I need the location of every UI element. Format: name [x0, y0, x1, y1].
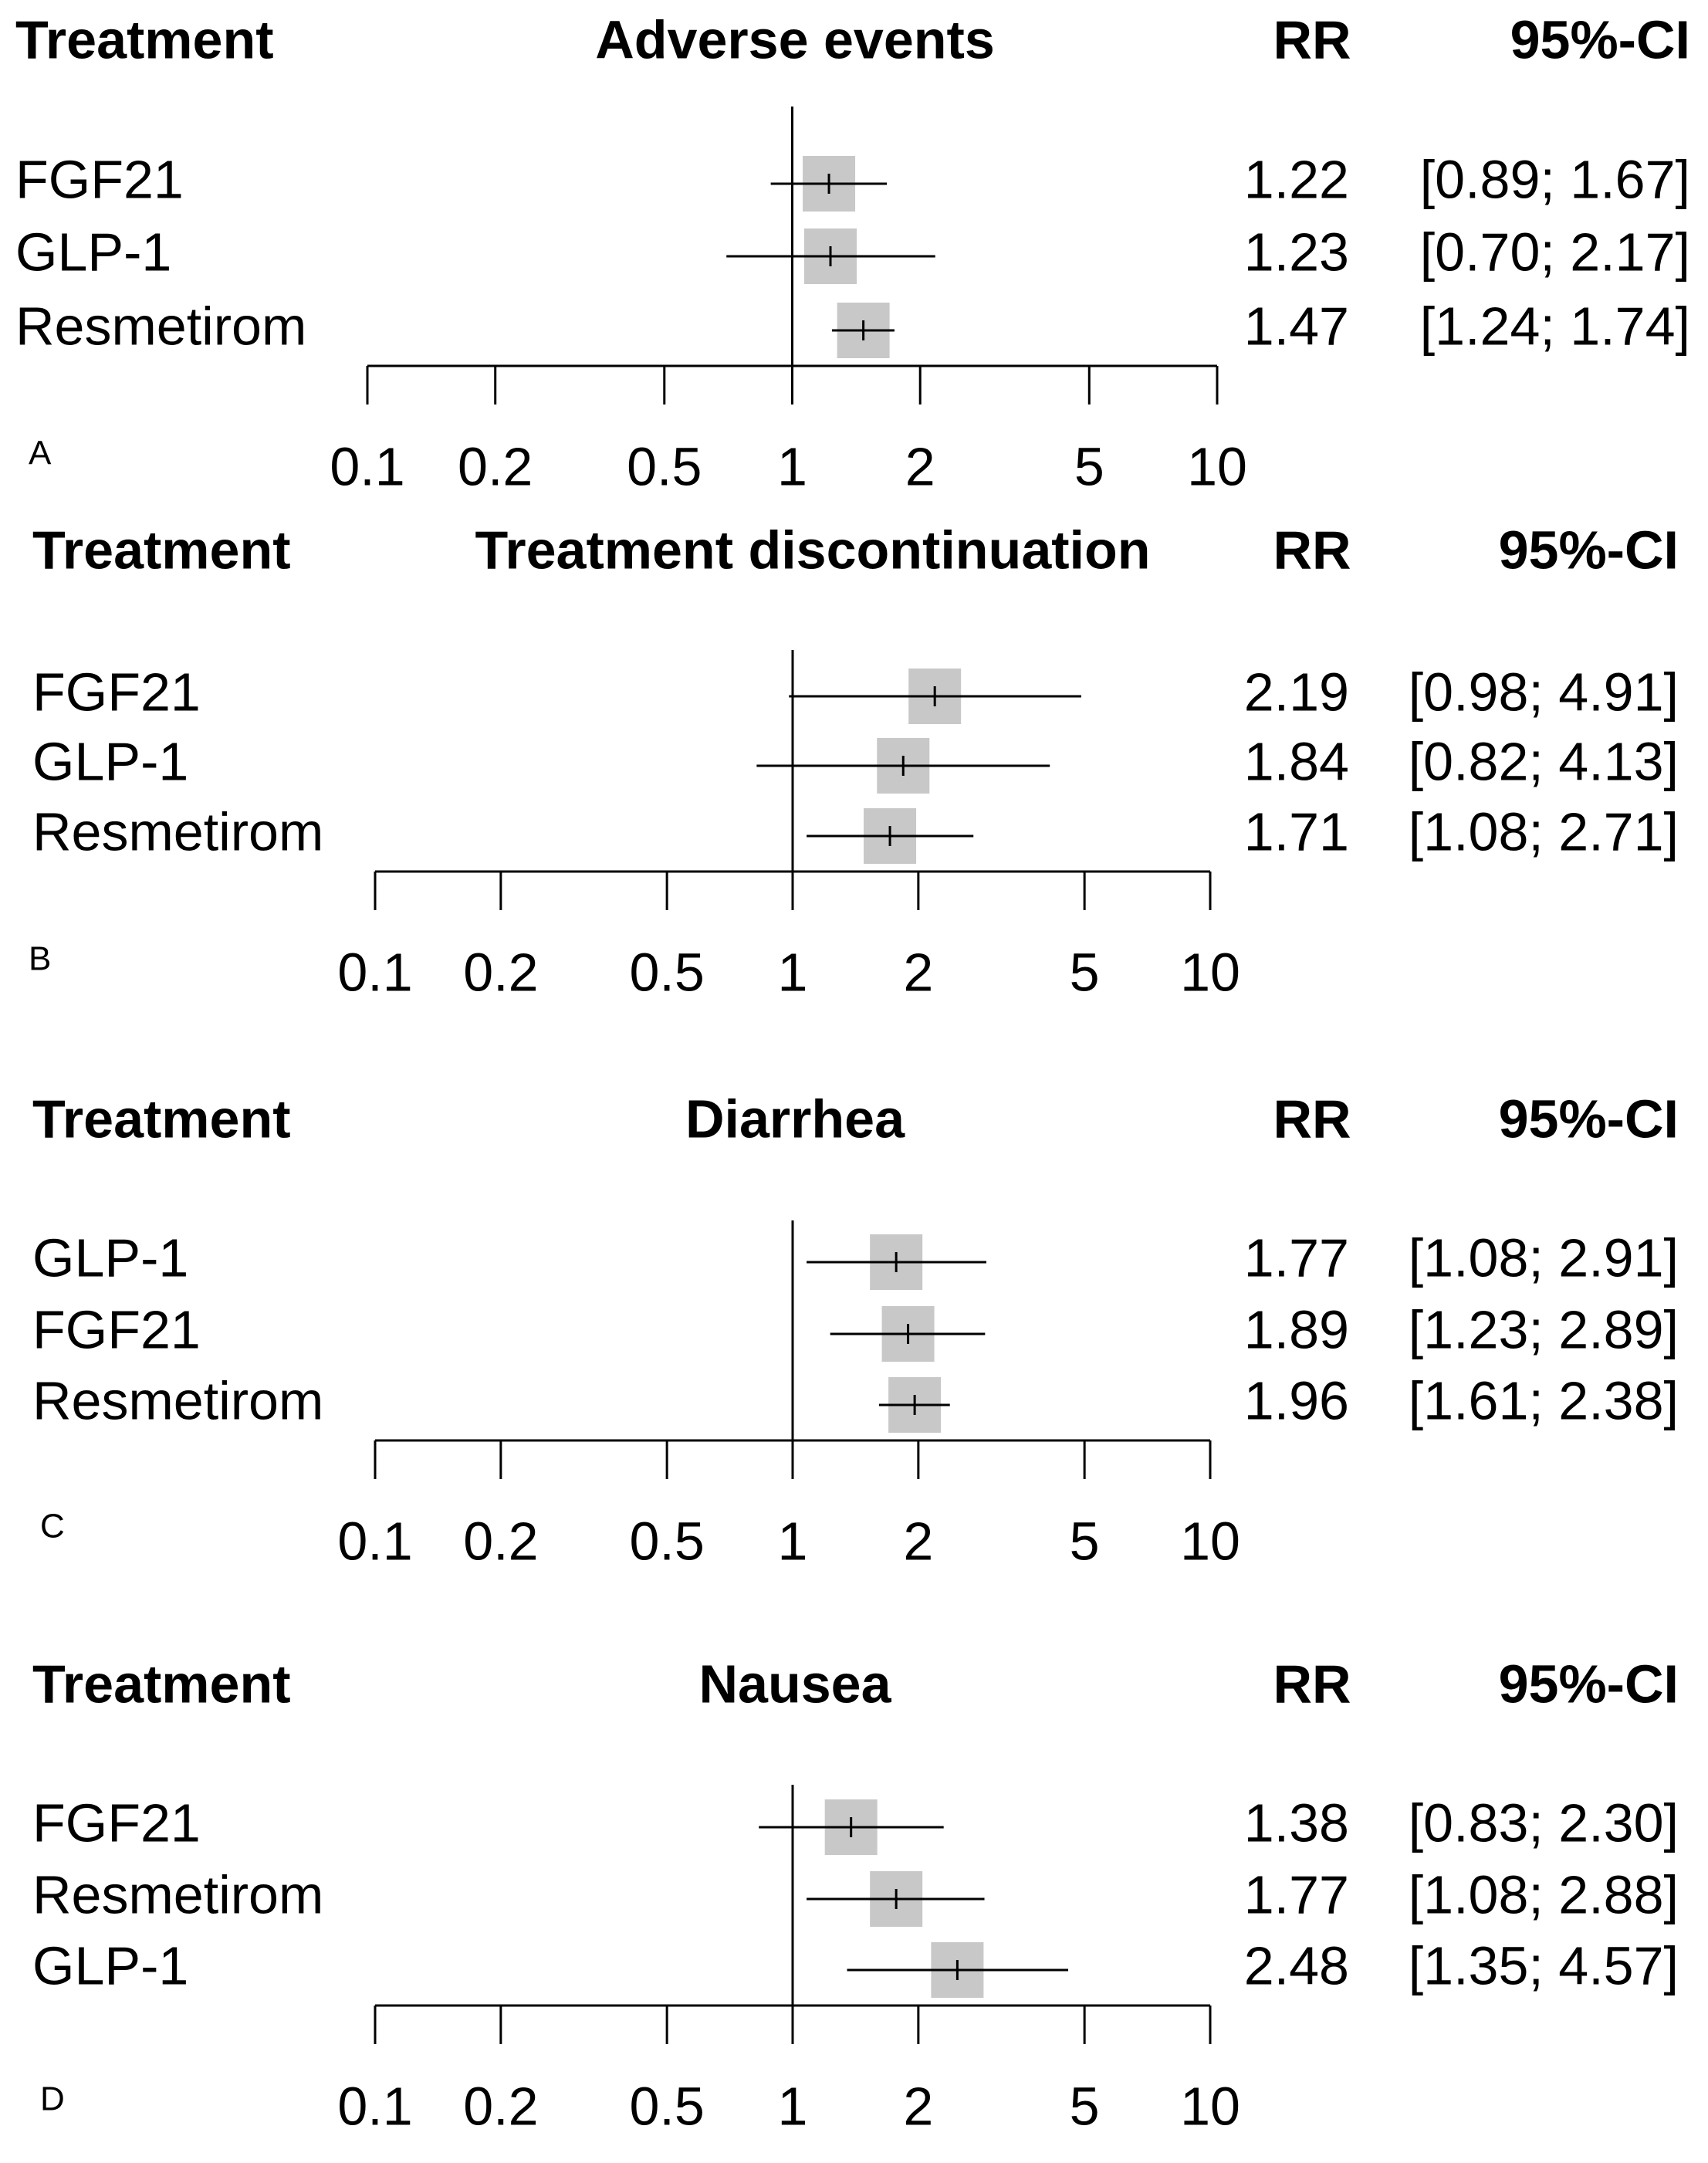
panel-d-header-treatment: Treatment — [32, 1654, 291, 1714]
panel-a-tick-label-5: 5 — [1074, 436, 1104, 496]
panel-d-title: Nausea — [698, 1654, 891, 1714]
panel-b-row-resmetirom-rr-value: 1.71 — [1244, 801, 1349, 861]
panel-d-row-fgf21-rr-value: 1.38 — [1244, 1792, 1349, 1853]
panel-d-row-glp-1-ci-value: [1.35; 4.57] — [1409, 1935, 1679, 1995]
panel-a-tick-label-4: 2 — [905, 436, 935, 496]
panel-c-header-rr: RR — [1273, 1088, 1351, 1149]
panel-a-row-fgf21-rr-value: 1.22 — [1244, 149, 1349, 209]
panel-a-tick-label-0: 0.1 — [330, 436, 404, 496]
panel-d-tick-label-0: 0.1 — [337, 2076, 412, 2136]
panel-b-row-glp-1-rr-value: 1.84 — [1244, 731, 1349, 791]
panel-a-row-fgf21-ci-value: [0.89; 1.67] — [1420, 149, 1690, 209]
panel-c-tick-label-0: 0.1 — [337, 1511, 412, 1571]
panel-a-tick-label-3: 1 — [777, 436, 807, 496]
panel-b-letter: B — [29, 940, 51, 978]
panel-a-row-resmetirom-rr-value: 1.47 — [1244, 296, 1349, 356]
panel-d-tick-label-1: 0.2 — [463, 2076, 538, 2136]
panel-a-tick-label-6: 10 — [1187, 436, 1247, 496]
panel-c-row-fgf21-label: FGF21 — [32, 1299, 201, 1359]
panel-c-tick-label-5: 5 — [1070, 1511, 1100, 1571]
panel-c-row-resmetirom-rr-value: 1.96 — [1244, 1370, 1349, 1430]
panel-a-letter: A — [29, 435, 52, 472]
panel-c-header-treatment: Treatment — [32, 1088, 291, 1149]
panel-a-tick-label-2: 0.5 — [627, 436, 702, 496]
panel-a-row-glp-1-ci-value: [0.70; 2.17] — [1420, 222, 1690, 282]
panel-b-tick-label-0: 0.1 — [337, 942, 412, 1002]
panel-c-row-resmetirom-label: Resmetirom — [32, 1370, 323, 1430]
panel-d-row-glp-1-rr-value: 2.48 — [1244, 1935, 1349, 1995]
panel-d-row-resmetirom-label: Resmetirom — [32, 1864, 323, 1924]
panel-a-title: Adverse events — [595, 9, 995, 69]
panel-a-row-resmetirom-label: Resmetirom — [15, 296, 306, 356]
panel-d-tick-label-6: 10 — [1180, 2076, 1240, 2136]
panel-a-header-ci: 95%-CI — [1510, 9, 1690, 69]
panel-c-row-glp-1-ci-value: [1.08; 2.91] — [1409, 1227, 1679, 1288]
panel-a-header-treatment: Treatment — [15, 9, 274, 69]
panel-d-header-rr: RR — [1273, 1654, 1351, 1714]
panel-d-row-resmetirom-ci-value: [1.08; 2.88] — [1409, 1864, 1679, 1924]
panel-c-tick-label-6: 10 — [1180, 1511, 1240, 1571]
panel-a-row-glp-1-rr-value: 1.23 — [1244, 222, 1349, 282]
panel-c-row-glp-1-rr-value: 1.77 — [1244, 1227, 1349, 1288]
panel-a-row-glp-1-label: GLP-1 — [15, 222, 171, 282]
panel-b-row-fgf21-label: FGF21 — [32, 662, 201, 722]
panel-d-row-fgf21-label: FGF21 — [32, 1792, 201, 1853]
panel-d-letter: D — [40, 2080, 65, 2118]
panel-a-row-resmetirom-ci-value: [1.24; 1.74] — [1420, 296, 1690, 356]
panel-d-tick-label-2: 0.5 — [629, 2076, 704, 2136]
panel-b-tick-label-1: 0.2 — [463, 942, 538, 1002]
panel-c-tick-label-4: 2 — [903, 1511, 933, 1571]
panel-c-title: Diarrhea — [685, 1088, 905, 1149]
panel-b-title: Treatment discontinuation — [475, 520, 1150, 580]
panel-b-tick-label-4: 2 — [903, 942, 933, 1002]
panel-d-tick-label-3: 1 — [778, 2076, 808, 2136]
panel-b-tick-label-3: 1 — [778, 942, 808, 1002]
panel-a-row-fgf21-label: FGF21 — [15, 149, 184, 209]
panel-c-header-ci: 95%-CI — [1499, 1088, 1679, 1149]
panel-b-row-glp-1-ci-value: [0.82; 4.13] — [1409, 731, 1679, 791]
panel-c-tick-label-2: 0.5 — [629, 1511, 704, 1571]
panel-b-row-fgf21-ci-value: [0.98; 4.91] — [1409, 662, 1679, 722]
panel-c-row-fgf21-rr-value: 1.89 — [1244, 1299, 1349, 1359]
panel-a-header-rr: RR — [1273, 9, 1351, 69]
panel-c-tick-label-3: 1 — [778, 1511, 808, 1571]
panel-b-row-fgf21-rr-value: 2.19 — [1244, 662, 1349, 722]
panel-b-tick-label-5: 5 — [1070, 942, 1100, 1002]
panel-d-tick-label-4: 2 — [903, 2076, 933, 2136]
panel-b-tick-label-6: 10 — [1180, 942, 1240, 1002]
panel-c-row-resmetirom-ci-value: [1.61; 2.38] — [1409, 1370, 1679, 1430]
panel-d-row-fgf21-ci-value: [0.83; 2.30] — [1409, 1792, 1679, 1853]
panel-d-row-resmetirom-rr-value: 1.77 — [1244, 1864, 1349, 1924]
panel-c-tick-label-1: 0.2 — [463, 1511, 538, 1571]
panel-b-header-treatment: Treatment — [32, 520, 291, 580]
panel-b-header-rr: RR — [1273, 520, 1351, 580]
panel-c-letter: C — [40, 1508, 65, 1545]
panel-d-tick-label-5: 5 — [1070, 2076, 1100, 2136]
panel-b-row-glp-1-label: GLP-1 — [32, 731, 188, 791]
panel-a-tick-label-1: 0.2 — [458, 436, 533, 496]
panel-c-row-fgf21-ci-value: [1.23; 2.89] — [1409, 1299, 1679, 1359]
panel-c-row-glp-1-label: GLP-1 — [32, 1227, 188, 1288]
panel-b-tick-label-2: 0.5 — [629, 942, 704, 1002]
panel-d-row-glp-1-label: GLP-1 — [32, 1935, 188, 1995]
panel-d-header-ci: 95%-CI — [1499, 1654, 1679, 1714]
panel-b-row-resmetirom-ci-value: [1.08; 2.71] — [1409, 801, 1679, 861]
panel-b-row-resmetirom-label: Resmetirom — [32, 801, 323, 861]
panel-b-header-ci: 95%-CI — [1499, 520, 1679, 580]
